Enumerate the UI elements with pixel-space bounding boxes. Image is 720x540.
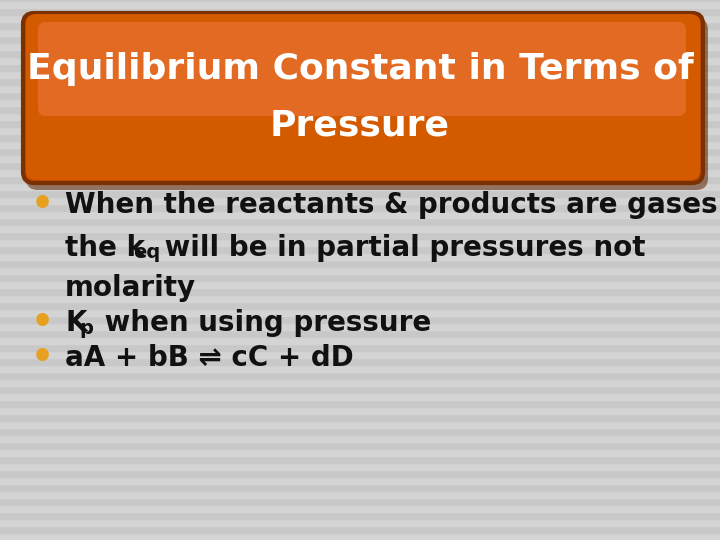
Bar [0,204,720,211]
Bar [0,50,720,57]
Text: eq: eq [133,244,161,262]
Bar [0,113,720,120]
Text: will be in partial pressures not: will be in partial pressures not [155,234,646,262]
Bar [0,435,720,442]
Bar [0,246,720,253]
Bar [0,197,720,204]
FancyBboxPatch shape [26,18,708,190]
FancyBboxPatch shape [26,14,700,180]
Bar [0,15,720,22]
Bar [0,43,720,50]
Bar [0,71,720,78]
Text: K: K [65,309,86,337]
Bar [0,456,720,463]
Bar [0,0,720,1]
FancyBboxPatch shape [23,13,703,183]
Bar [0,141,720,148]
Bar [0,421,720,428]
Bar [0,428,720,435]
Bar [0,337,720,344]
Text: •: • [30,188,53,222]
Text: molarity: molarity [65,274,196,302]
Bar [0,442,720,449]
Bar [0,344,720,351]
Bar [0,533,720,540]
Text: When the reactants & products are gases: When the reactants & products are gases [65,191,718,219]
Bar [0,379,720,386]
Bar [0,176,720,183]
Bar [0,526,720,533]
Bar [0,169,720,176]
Bar [0,183,720,190]
Text: when using pressure: when using pressure [95,309,431,337]
Bar [0,491,720,498]
Bar [0,162,720,169]
Bar [0,260,720,267]
Bar [0,92,720,99]
Text: •: • [30,306,53,340]
Bar [0,512,720,519]
Bar [0,155,720,162]
Bar [0,225,720,232]
Text: Pressure: Pressure [270,109,450,143]
Text: the k: the k [65,234,145,262]
Bar [0,323,720,330]
Bar [0,22,720,29]
Text: aA + bB ⇌ cC + dD: aA + bB ⇌ cC + dD [65,344,354,372]
Bar [0,211,720,218]
Bar [0,463,720,470]
Bar [0,316,720,323]
Bar [0,106,720,113]
Bar [0,414,720,421]
Bar [0,386,720,393]
Bar [0,358,720,365]
Bar [0,351,720,358]
Bar [0,302,720,309]
FancyBboxPatch shape [38,22,686,116]
Bar [0,134,720,141]
Bar [0,120,720,127]
Bar [0,8,720,15]
Bar [0,148,720,155]
Bar [0,127,720,134]
Bar [0,1,720,8]
Bar [0,267,720,274]
Bar [0,232,720,239]
Bar [0,85,720,92]
Bar [0,498,720,505]
Bar [0,57,720,64]
Bar [0,330,720,337]
Bar [0,365,720,372]
Bar [0,407,720,414]
Bar [0,309,720,316]
Bar [0,393,720,400]
Bar [0,295,720,302]
Bar [0,78,720,85]
Bar [0,505,720,512]
Text: •: • [30,341,53,375]
Bar [0,190,720,197]
Bar [0,99,720,106]
Bar [0,477,720,484]
Text: p: p [79,319,93,338]
Bar [0,484,720,491]
Bar [0,274,720,281]
Bar [0,239,720,246]
Bar [0,218,720,225]
Bar [0,64,720,71]
Text: Equilibrium Constant in Terms of: Equilibrium Constant in Terms of [27,52,693,86]
Bar [0,29,720,36]
Bar [0,400,720,407]
Bar [0,288,720,295]
Bar [0,281,720,288]
Bar [0,36,720,43]
Bar [0,253,720,260]
Bar [0,519,720,526]
Bar [0,372,720,379]
Bar [0,449,720,456]
Bar [0,470,720,477]
